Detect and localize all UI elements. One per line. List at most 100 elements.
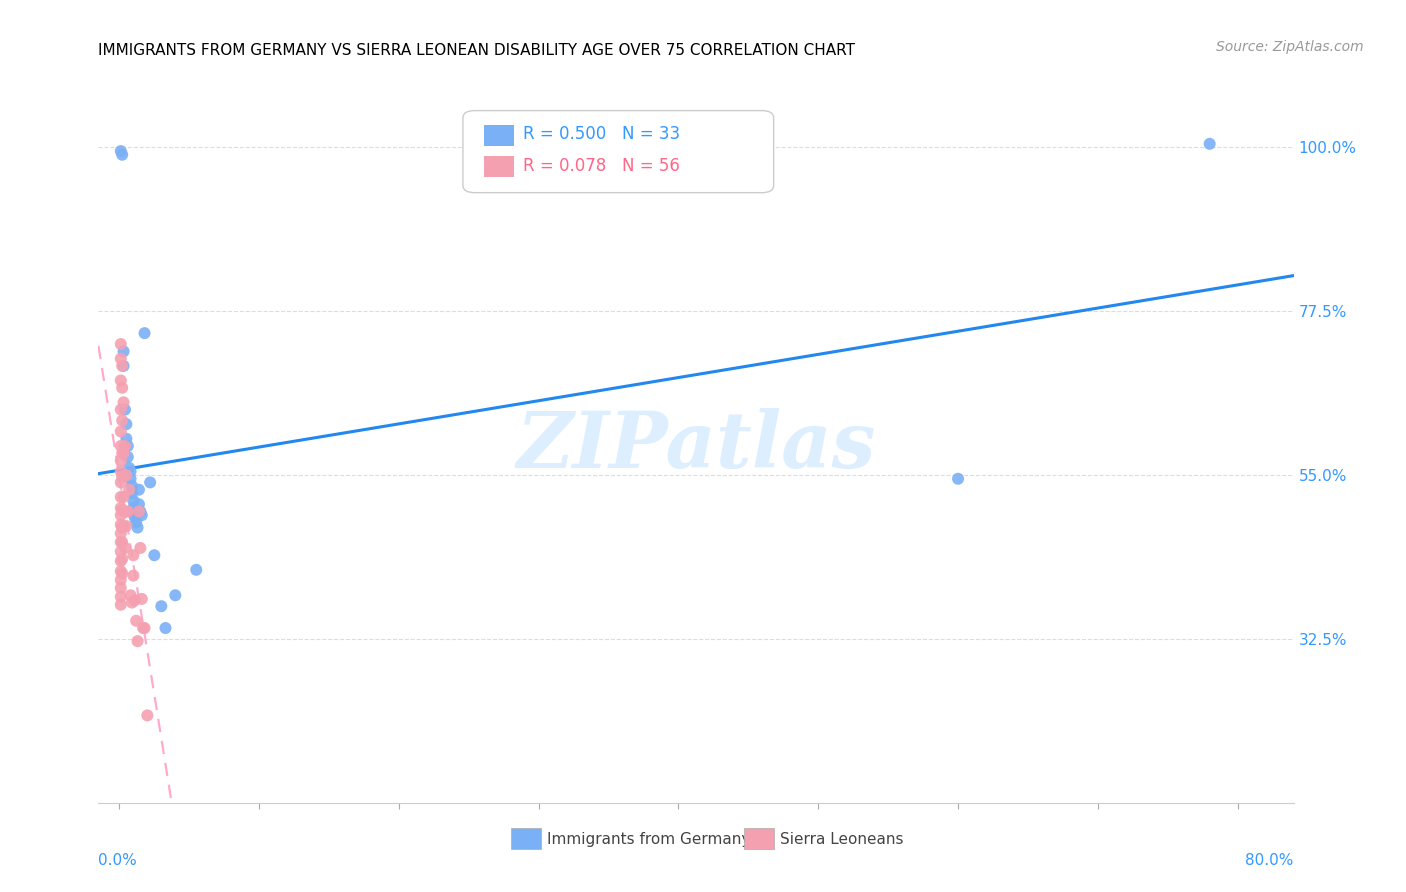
Point <box>124 506 146 520</box>
Point <box>112 490 135 504</box>
Point <box>134 621 156 635</box>
Point <box>946 472 969 486</box>
Point <box>115 432 138 446</box>
Point <box>110 581 132 595</box>
Point <box>110 475 132 490</box>
Point <box>122 568 145 582</box>
Point <box>110 517 132 532</box>
Point <box>111 552 134 566</box>
Point <box>112 359 135 373</box>
Point <box>110 526 132 541</box>
Point <box>122 500 145 515</box>
Point <box>120 472 142 486</box>
Point <box>114 504 136 518</box>
Point <box>110 508 132 523</box>
Bar <box>485 155 515 177</box>
Point <box>111 503 134 517</box>
Point <box>1198 136 1220 151</box>
Point <box>110 402 132 417</box>
Point <box>111 469 134 483</box>
Point <box>110 544 132 558</box>
Point <box>110 535 132 549</box>
Point <box>114 541 136 555</box>
Point <box>111 535 134 549</box>
Point <box>121 596 143 610</box>
Bar <box>485 125 515 146</box>
Point <box>110 425 132 439</box>
Point <box>111 413 134 427</box>
Point <box>118 483 141 497</box>
Point <box>110 573 132 587</box>
Point <box>111 566 134 581</box>
Point <box>112 395 135 409</box>
Point <box>115 519 138 533</box>
Point <box>110 564 132 578</box>
Point <box>111 446 134 460</box>
Point <box>110 465 132 479</box>
Point <box>115 468 138 483</box>
Point <box>110 337 132 351</box>
Point <box>110 439 132 453</box>
Point <box>122 493 145 508</box>
Bar <box>510 828 540 849</box>
Text: R = 0.500   N = 33: R = 0.500 N = 33 <box>523 125 681 143</box>
Point <box>129 504 152 518</box>
Point <box>139 475 162 490</box>
Point <box>131 591 153 606</box>
Point <box>127 634 149 648</box>
Point <box>128 497 150 511</box>
Point <box>122 548 145 562</box>
Point <box>150 599 173 614</box>
Point <box>111 359 134 373</box>
Point <box>186 563 208 577</box>
Text: ZIPatlas: ZIPatlas <box>516 408 876 484</box>
Point <box>114 439 136 453</box>
Point <box>124 593 146 607</box>
Point <box>110 374 132 388</box>
Text: R = 0.078   N = 56: R = 0.078 N = 56 <box>523 157 679 175</box>
Point <box>155 621 177 635</box>
Point <box>125 516 148 530</box>
Point <box>112 519 135 533</box>
Text: 80.0%: 80.0% <box>1246 853 1294 868</box>
Point <box>111 520 134 534</box>
Bar <box>744 828 773 849</box>
Point <box>111 381 134 395</box>
FancyBboxPatch shape <box>463 111 773 193</box>
Point <box>112 344 135 359</box>
Text: Immigrants from Germany: Immigrants from Germany <box>547 832 749 847</box>
Point <box>117 450 139 464</box>
Point <box>112 446 135 460</box>
Point <box>110 351 132 366</box>
Text: 0.0%: 0.0% <box>98 853 138 868</box>
Point <box>110 144 132 158</box>
Point <box>128 504 150 518</box>
Point <box>136 708 159 723</box>
Point <box>115 417 138 432</box>
Point <box>117 504 139 518</box>
Point <box>118 460 141 475</box>
Point <box>110 554 132 568</box>
Point <box>120 465 142 479</box>
Point <box>110 590 132 604</box>
Point <box>132 621 155 635</box>
Point <box>110 490 132 504</box>
Point <box>110 500 132 515</box>
Point <box>111 147 134 161</box>
Point <box>143 548 166 562</box>
Point <box>110 598 132 612</box>
Point <box>165 588 187 602</box>
Point <box>128 483 150 497</box>
Point <box>114 402 136 417</box>
Text: Source: ZipAtlas.com: Source: ZipAtlas.com <box>1216 40 1364 54</box>
Point <box>110 453 132 467</box>
Point <box>117 439 139 453</box>
Text: Sierra Leoneans: Sierra Leoneans <box>779 832 903 847</box>
Point <box>121 479 143 493</box>
Point <box>120 588 142 602</box>
Point <box>134 326 156 340</box>
Point <box>127 520 149 534</box>
Point <box>131 508 153 523</box>
Point <box>129 541 152 555</box>
Point <box>124 510 146 524</box>
